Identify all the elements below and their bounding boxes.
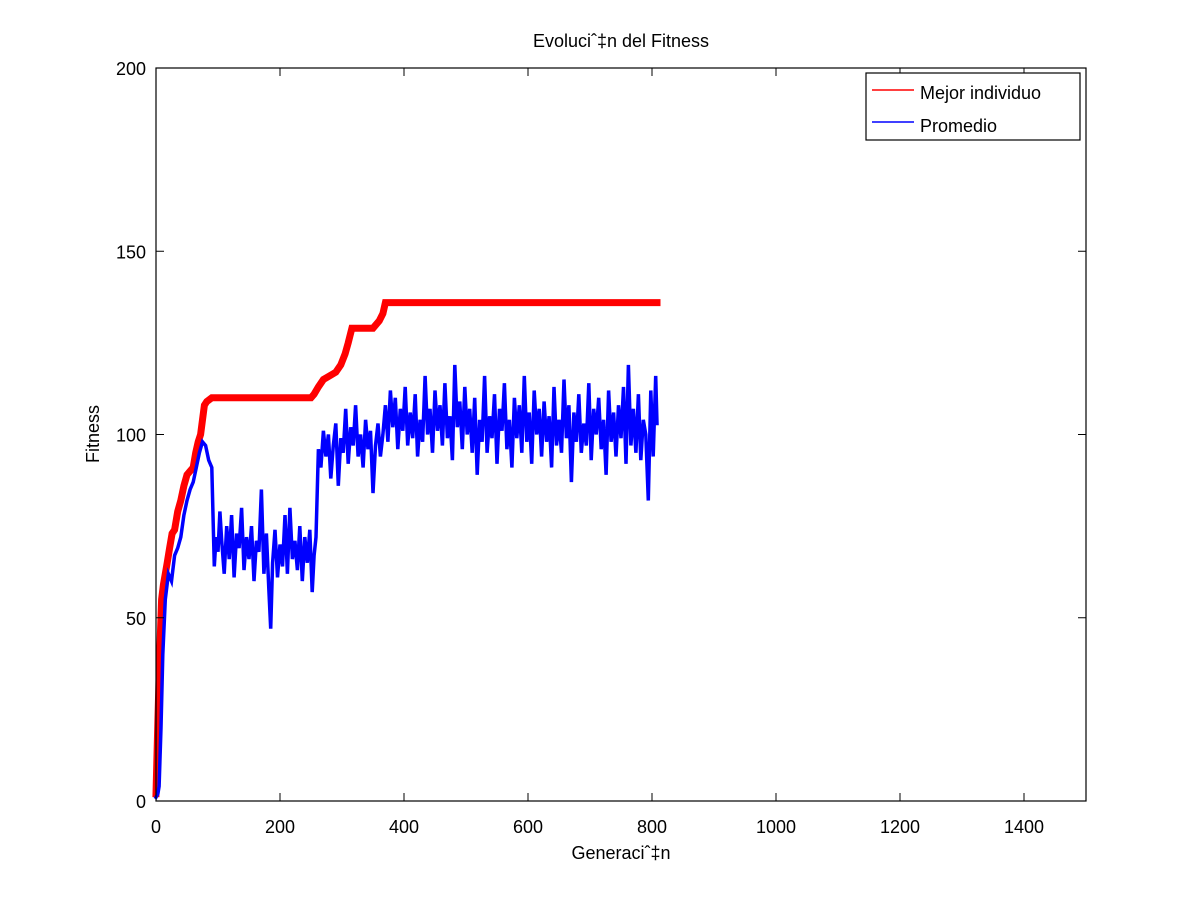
x-tick-label: 400 (389, 817, 419, 837)
legend: Mejor individuo Promedio (865, 72, 1081, 141)
legend-box (865, 72, 1081, 141)
x-tick-label: 0 (151, 817, 161, 837)
series-layer (152, 299, 661, 800)
series-line-promedio (153, 364, 659, 800)
series-line-mejor-individuo (152, 299, 661, 798)
x-tick-label: 1000 (756, 817, 796, 837)
y-tick-label: 150 (116, 242, 146, 262)
legend-label-mejor-individuo: Mejor individuo (920, 83, 1041, 103)
x-tick-label: 1400 (1004, 817, 1044, 837)
y-tick-label: 200 (116, 59, 146, 79)
y-tick-label: 0 (136, 792, 146, 812)
x-tick-label: 200 (265, 817, 295, 837)
y-tick-label: 100 (116, 426, 146, 446)
x-tick-label: 1200 (880, 817, 920, 837)
y-tick-label: 50 (126, 609, 146, 629)
chart-title: Evoluciˆ‡n del Fitness (533, 31, 709, 51)
x-tick-label: 800 (637, 817, 667, 837)
x-axis-label: Generaciˆ‡n (571, 843, 670, 863)
legend-label-promedio: Promedio (920, 116, 997, 136)
x-tick-label: 600 (513, 817, 543, 837)
y-axis-label: Fitness (83, 405, 103, 463)
ticks-layer: 0 200 400 600 800 1000 1200 1400 0 50 100 150 200 (116, 59, 1086, 837)
